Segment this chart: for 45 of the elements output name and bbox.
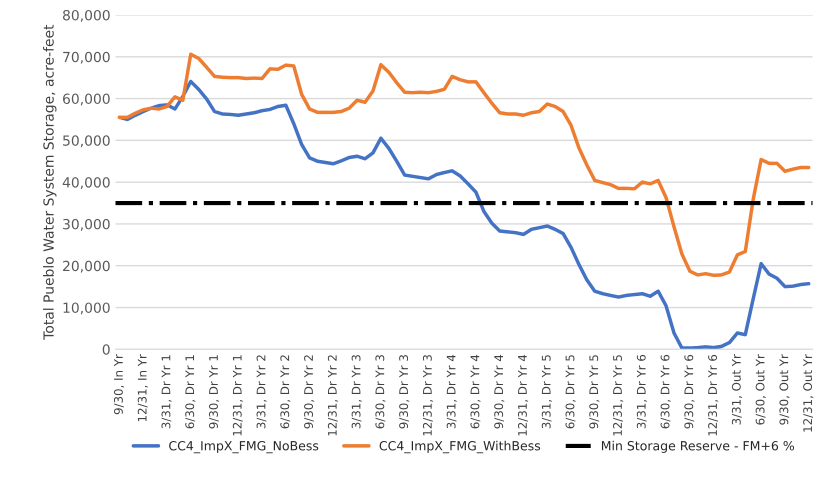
legend-label: Min Storage Reserve - FM+6 % bbox=[602, 440, 794, 453]
x-tick-label: 3/31, Dr Yr 6 bbox=[636, 354, 647, 428]
x-tick-label: 12/31, Dr Yr 1 bbox=[232, 355, 243, 436]
y-tick-label: 20,000 bbox=[63, 260, 110, 273]
legend-label: CC4_ImpX_FMG_NoBess bbox=[169, 441, 318, 454]
y-tick-label: 50,000 bbox=[63, 135, 110, 148]
x-tick-label: 9/30, Dr Yr 4 bbox=[494, 354, 504, 428]
x-tick-label: 12/31, Dr Yr 3 bbox=[422, 355, 434, 436]
y-tick-label: 0 bbox=[102, 344, 110, 355]
x-tick-label: 6/30, Dr Yr 4 bbox=[470, 354, 481, 428]
x-tick-label: 6/30, Dr Yr 3 bbox=[375, 355, 386, 428]
legend-label: CC4_ImpX_FMG_WithBess bbox=[380, 440, 540, 454]
y-tick-label: 10,000 bbox=[64, 302, 110, 314]
x-tick-label: 12/31, Out Yr bbox=[803, 354, 814, 432]
y-axis-title: Total Pueblo Water System Storage, acre-feet bbox=[43, 24, 56, 340]
y-tick-label: 30,000 bbox=[63, 218, 110, 231]
x-tick-label: 3/31, Dr Yr 1 bbox=[161, 355, 172, 428]
x-tick-label: 9/30, Out Yr bbox=[779, 354, 790, 425]
y-tick-label: 60,000 bbox=[63, 94, 110, 106]
x-tick-label: 9/30, Dr Yr 2 bbox=[304, 355, 314, 428]
x-tick-label: 12/31, Dr Yr 2 bbox=[328, 355, 338, 436]
x-tick-label: 9/30, Dr Yr 3 bbox=[399, 355, 410, 428]
y-tick-label: 80,000 bbox=[62, 10, 110, 22]
y-tick-label: 40,000 bbox=[62, 177, 110, 190]
x-tick-label: 12/31, In Yr bbox=[138, 354, 148, 422]
x-tick-label: 6/30, Dr Yr 1 bbox=[185, 355, 196, 428]
x-tick-label: 3/31, Dr Yr 2 bbox=[256, 355, 267, 428]
x-tick-label: 6/30, Out Yr bbox=[756, 354, 766, 425]
x-tick-label: 3/31, Dr Yr 3 bbox=[352, 355, 362, 428]
x-tick-label: 9/30, In Yr bbox=[114, 354, 124, 414]
x-tick-label: 3/31, Dr Yr 5 bbox=[542, 355, 552, 428]
x-tick-label: 12/31, Dr Yr 4 bbox=[518, 354, 528, 436]
x-tick-label: 12/31, Dr Yr 5 bbox=[613, 355, 624, 436]
line-series bbox=[118, 52, 810, 278]
x-tick-label: 6/30, Dr Yr 2 bbox=[280, 355, 290, 428]
x-tick-label: 6/30, Dr Yr 6 bbox=[660, 354, 671, 428]
x-tick-label: 9/30, Dr Yr 5 bbox=[589, 355, 600, 428]
x-tick-label: 9/30, Dr Yr 6 bbox=[684, 354, 694, 428]
x-tick-label: 9/30, Dr Yr 1 bbox=[209, 355, 220, 428]
x-tick-label: 12/31, Dr Yr 6 bbox=[708, 354, 718, 436]
x-tick-label: 6/30, Dr Yr 5 bbox=[566, 355, 576, 428]
line-series bbox=[118, 80, 810, 350]
x-tick-label: 3/31, Out Yr bbox=[732, 354, 742, 424]
x-tick-label: 3/31, Dr Yr 4 bbox=[446, 354, 457, 428]
y-tick-label: 70,000 bbox=[63, 52, 110, 64]
